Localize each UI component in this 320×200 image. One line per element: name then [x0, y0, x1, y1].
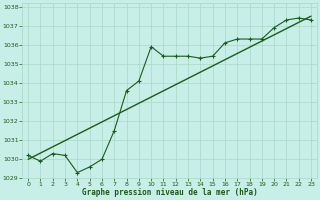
X-axis label: Graphe pression niveau de la mer (hPa): Graphe pression niveau de la mer (hPa) — [82, 188, 258, 197]
